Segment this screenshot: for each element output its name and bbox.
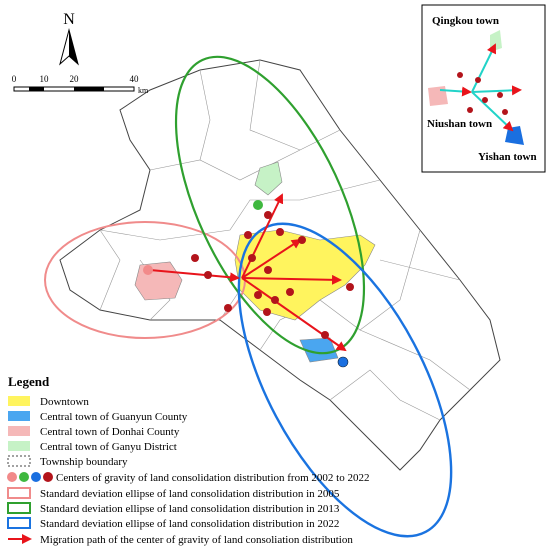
- legend-circle: [43, 472, 53, 482]
- inset-map-g-circle: [475, 77, 481, 83]
- label: 20: [70, 74, 80, 84]
- county-map-polygon: [254, 161, 283, 196]
- legend-rect: [7, 487, 31, 499]
- label: 10: [40, 74, 50, 84]
- legend-rect: [8, 396, 30, 406]
- label: Central town of Donhai County: [40, 426, 180, 438]
- county-map-g-circle: [298, 236, 306, 244]
- county-map-g-circle: [263, 308, 271, 316]
- label: Central town of Ganyu District: [40, 441, 177, 453]
- legend-circle: [19, 472, 29, 482]
- county-map-g-path: [149, 129, 341, 181]
- legend-rect: [7, 455, 31, 467]
- label: 0: [12, 74, 17, 84]
- county-map-g-line: [241, 274, 342, 285]
- label: Yishan town: [478, 151, 537, 163]
- label: km: [138, 86, 149, 95]
- county-map-g-circle: [204, 271, 212, 279]
- county-map-g-circle: [264, 211, 272, 219]
- legend-rect: [7, 517, 31, 529]
- county-map-g-line: [241, 238, 302, 279]
- label: Legend: [8, 374, 50, 389]
- county-map-g-circle: [286, 288, 294, 296]
- inset-map-g-circle: [457, 72, 463, 78]
- county-map-g-circle: [248, 254, 256, 262]
- county-map-polygon: [299, 337, 339, 363]
- legend: Legend Downtown Central town of Guanyun …: [7, 374, 369, 546]
- label: Niushan town: [427, 118, 492, 130]
- inset-map-g-circle: [497, 92, 503, 98]
- label: Township boundary: [40, 456, 128, 468]
- inset-map-g-circle: [482, 97, 488, 103]
- county-map-g: [191, 211, 354, 339]
- label: Qingkou town: [432, 15, 499, 27]
- legend-circle: [31, 472, 41, 482]
- county-map-g-line: [149, 269, 240, 283]
- inset-map-g-line: [471, 91, 514, 132]
- inset-map-g-line: [471, 85, 522, 96]
- county-map-g-path: [329, 259, 471, 421]
- county-map-g-circle: [271, 296, 279, 304]
- scale-bar-rect: [29, 87, 44, 91]
- county-map-g-path: [99, 179, 381, 241]
- legend-rect: [8, 426, 30, 436]
- county-map-g-circle: [254, 291, 262, 299]
- label: Migration path of the center of gravity …: [40, 534, 353, 546]
- county-map-g-circle: [244, 231, 252, 239]
- inset-map-g-circle: [502, 109, 508, 115]
- legend-rect: [8, 411, 30, 421]
- county-map-g-circle: [191, 254, 199, 262]
- inset-map-g: [457, 72, 508, 115]
- county-map-ellipse: [237, 222, 453, 538]
- label: Standard deviation ellipse of land conso…: [40, 488, 340, 500]
- county-map-g: [149, 193, 347, 352]
- label: 40: [130, 74, 140, 84]
- county-map-g-circle: [321, 331, 329, 339]
- north-arrow-polygon: [69, 30, 78, 64]
- inset-map: Qingkou town Niushan town Yishan town: [421, 4, 546, 173]
- county-map: [44, 55, 501, 538]
- inset-map-g-line: [471, 43, 496, 93]
- inset-map-g: [439, 43, 522, 132]
- inset-map-g-line: [439, 86, 472, 97]
- county-map-g-line: [241, 277, 347, 352]
- north-arrow: N: [59, 11, 79, 66]
- label: Standard deviation ellipse of land conso…: [40, 518, 339, 530]
- county-map-g-circle: [346, 283, 354, 291]
- legend-rect: [8, 441, 30, 451]
- scale-bar-rect: [74, 87, 104, 91]
- label: N: [63, 11, 75, 28]
- legend-rect: [7, 502, 31, 514]
- scale-bar: 0 10 20 40 km: [12, 74, 149, 95]
- county-map-g-line: [241, 193, 284, 279]
- label: Standard deviation ellipse of land conso…: [40, 503, 340, 515]
- inset-map-polygon: [428, 86, 448, 106]
- label: Downtown: [40, 396, 89, 408]
- county-map-circle: [337, 356, 349, 368]
- county-map-circle: [143, 265, 153, 275]
- legend-circle: [7, 472, 17, 482]
- county-map-g-path: [199, 59, 301, 161]
- county-map-g-circle: [264, 266, 272, 274]
- county-map-g-circle: [276, 228, 284, 236]
- label: Central town of Guanyun County: [40, 411, 188, 423]
- inset-map-g-circle: [467, 107, 473, 113]
- county-map-circle: [253, 200, 263, 210]
- label: Centers of gravity of land consolidation…: [56, 472, 369, 484]
- county-map-g-circle: [224, 304, 232, 312]
